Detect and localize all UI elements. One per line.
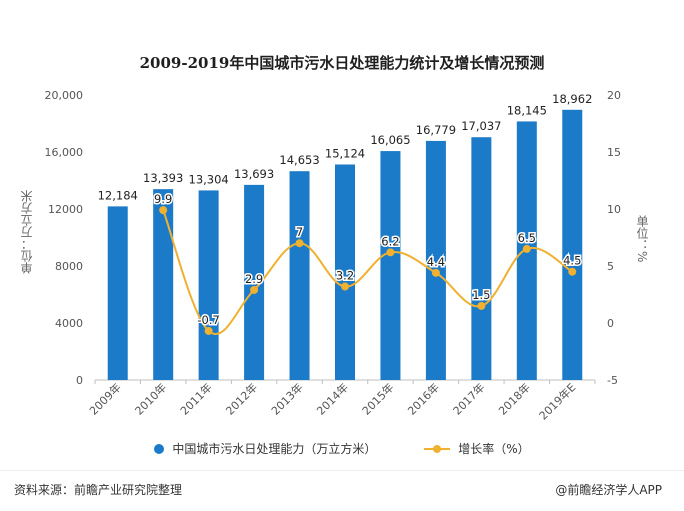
growth-value-label: -0.7 xyxy=(197,313,219,327)
growth-value-label: 4.4 xyxy=(427,255,445,269)
bar xyxy=(380,151,401,380)
bar-value-label: 13,304 xyxy=(189,172,229,186)
bar-value-label: 13,393 xyxy=(143,171,183,185)
y-right-tick-label: 5 xyxy=(607,260,614,273)
bar xyxy=(107,206,128,380)
bar-value-label: 16,065 xyxy=(370,133,410,147)
x-tick-label: 2010年 xyxy=(132,380,169,417)
bar-value-label: 12,184 xyxy=(98,188,138,202)
bar-value-label: 16,779 xyxy=(416,123,456,137)
growth-value-label: 7 xyxy=(296,225,303,239)
bar-value-label: 14,653 xyxy=(279,153,319,167)
x-tick-label: 2015年 xyxy=(359,380,396,417)
bar-value-label: 17,037 xyxy=(461,119,501,133)
growth-rate-point xyxy=(204,326,213,335)
y-left-tick-label: 8000 xyxy=(55,260,83,273)
y-right-tick-label: 0 xyxy=(607,317,614,330)
chart-canvas: 0 4000 8000 12000 16,000 20,000 -5 0 5 10 15 20 2009… xyxy=(45,89,622,423)
bar xyxy=(335,164,355,380)
y-right-tick-label: 15 xyxy=(607,146,621,159)
y-right-tick-label: 10 xyxy=(607,203,621,216)
y-left-tick-label: 12000 xyxy=(48,203,83,216)
growth-value-label: 6.2 xyxy=(381,234,399,248)
bar xyxy=(471,137,492,380)
bar xyxy=(289,171,310,380)
x-tick-label: 2009年 xyxy=(86,380,123,417)
x-tick-label: 2016年 xyxy=(405,380,442,417)
legend-item-bar: 中国城市污水日处理能力（万立方米） xyxy=(154,440,376,457)
growth-value-label: 1.5 xyxy=(472,288,490,302)
bar xyxy=(153,189,174,380)
y-left-tick-label: 0 xyxy=(76,374,83,387)
bar-value-label: 15,124 xyxy=(325,146,365,160)
bar xyxy=(562,109,583,380)
footer-divider xyxy=(0,470,684,471)
legend-line-swatch xyxy=(424,444,451,454)
bar xyxy=(244,184,265,380)
legend-item-line: 增长率（%） xyxy=(424,440,530,457)
bar-value-label: 18,962 xyxy=(552,92,592,106)
x-tick-label: 2017年 xyxy=(450,380,487,417)
y-axis-left-label: 单位：万立方米 xyxy=(20,190,34,274)
chart-title: 2009-2019年中国城市污水日处理能力统计及增长情况预测 xyxy=(139,54,545,72)
x-tick-label: 2012年 xyxy=(223,380,260,417)
growth-rate-point xyxy=(386,248,395,257)
y-axis-right-label: 单位：% xyxy=(635,215,649,263)
legend-line-label: 增长率（%） xyxy=(458,442,530,456)
growth-rate-point xyxy=(477,301,486,310)
growth-rate-point xyxy=(159,206,168,215)
growth-value-label: 2.9 xyxy=(245,272,263,286)
growth-value-label: 9.9 xyxy=(154,192,172,206)
x-tick-label: 2018年 xyxy=(495,380,532,417)
growth-rate-point xyxy=(341,282,349,291)
y-left-tick-label: 4000 xyxy=(55,317,83,330)
y-left-tick-label: 20,000 xyxy=(45,89,84,102)
legend-bar-label: 中国城市污水日处理能力（万立方米） xyxy=(172,442,377,456)
bar-value-label: 18,145 xyxy=(507,103,547,117)
growth-value-label: 3.2 xyxy=(336,269,354,283)
source-note: 资料来源：前瞻产业研究院整理 xyxy=(14,483,183,497)
growth-rate-point xyxy=(568,267,577,276)
growth-value-label: 4.5 xyxy=(563,254,581,268)
growth-rate-line xyxy=(162,209,573,335)
brand-note: @前瞻经济学人APP xyxy=(555,483,662,497)
bar xyxy=(425,140,446,380)
bar-value-label: 13,693 xyxy=(234,167,274,181)
y-right-tick-label: -5 xyxy=(607,374,618,387)
x-tick-label: 2013年 xyxy=(268,380,305,417)
growth-rate-point xyxy=(250,285,259,294)
growth-value-label: 6.5 xyxy=(518,231,536,245)
y-left-tick-label: 16,000 xyxy=(45,146,84,159)
x-tick-label: 2011年 xyxy=(177,380,214,417)
x-tick-label: 2014年 xyxy=(314,380,351,417)
growth-rate-point xyxy=(295,239,304,248)
growth-rate-point xyxy=(431,268,440,277)
legend: 中国城市污水日处理能力（万立方米） 增长率（%） xyxy=(0,440,684,457)
growth-rate-point xyxy=(522,244,531,253)
x-tick-label: 2019年E xyxy=(536,380,578,422)
y-right-tick-label: 20 xyxy=(607,89,621,102)
legend-bar-swatch xyxy=(154,443,165,454)
bar xyxy=(198,190,219,380)
